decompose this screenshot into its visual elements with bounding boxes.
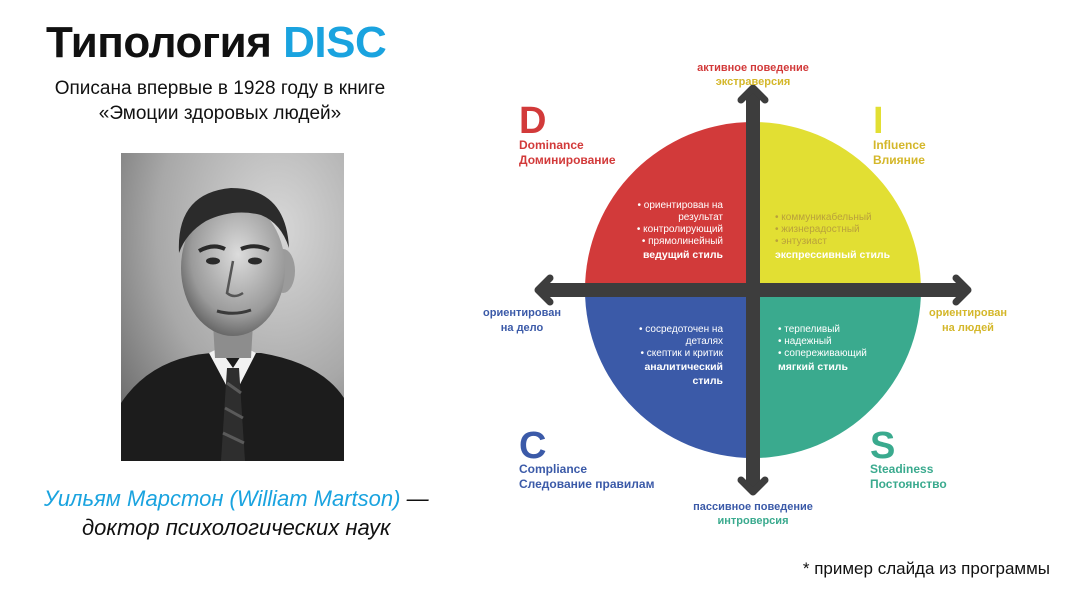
i-trait-1: • коммуникабельный — [775, 211, 872, 223]
i-style: экспрессивный стиль — [775, 249, 891, 261]
d-trait-1: • ориентирован на — [637, 200, 723, 211]
c-style-2: стиль — [692, 375, 723, 387]
letter-i: I — [873, 100, 884, 142]
subtitle-line-2: «Эмоции здоровых людей» — [98, 103, 342, 124]
quadrant-c — [585, 290, 753, 458]
axis-bottom-label-2: интроверсия — [718, 515, 789, 527]
axis-bottom-label-1: пассивное поведение — [693, 501, 813, 513]
c-trait-2: деталях — [686, 336, 723, 347]
letter-s: S — [870, 425, 895, 467]
i-trait-2: • жизнерадостный — [775, 224, 860, 235]
d-name-en: Dominance — [519, 138, 584, 152]
caption-role: доктор психологических наук — [82, 515, 391, 540]
quadrant-s — [753, 290, 921, 458]
s-trait-2: • надежный — [778, 336, 832, 347]
title-accent: DISC — [283, 18, 387, 67]
d-trait-3: • контролирующий — [637, 224, 723, 235]
footnote: * пример слайда из программы — [802, 559, 1050, 578]
subtitle-line-1: Описана впервые в 1928 году в книге — [54, 78, 386, 99]
quadrant-d — [585, 122, 753, 290]
portrait-photo — [121, 153, 344, 461]
axis-vertical — [737, 84, 769, 496]
s-style: мягкий стиль — [778, 361, 848, 373]
axis-left-label-1: ориентирован — [483, 307, 561, 319]
axis-top-label-2: экстраверсия — [716, 76, 791, 88]
title-main: Типология — [46, 18, 272, 67]
disc-diagram: активное поведение экстраверсия пассивно… — [470, 50, 1030, 540]
letter-d: D — [519, 100, 546, 142]
d-trait-2: результат — [678, 212, 723, 223]
s-name-en: Steadiness — [870, 462, 934, 476]
c-trait-3: • скептик и критик — [641, 348, 724, 359]
d-trait-4: • прямолинейный — [642, 236, 723, 247]
d-name-ru: Доминирование — [519, 153, 616, 167]
s-trait-1: • терпеливый — [778, 324, 840, 335]
quadrant-i — [753, 122, 921, 290]
c-name-ru: Следование правилам — [519, 477, 655, 491]
s-trait-3: • сопереживающий — [778, 348, 867, 359]
d-style: ведущий стиль — [643, 249, 724, 261]
slide-title: Типология DISC — [46, 18, 387, 68]
letter-c: C — [519, 425, 546, 467]
i-name-ru: Влияние — [873, 153, 925, 167]
axis-right-label-2: на людей — [942, 322, 994, 334]
axis-right-label-1: ориентирован — [929, 307, 1007, 319]
axis-top-label-1: активное поведение — [697, 62, 809, 74]
i-trait-3: • энтузиаст — [775, 236, 827, 247]
portrait-caption: Уильям Марстон (William Martson) — — [44, 486, 429, 512]
c-name-en: Compliance — [519, 462, 587, 476]
i-name-en: Influence — [873, 138, 926, 152]
caption-name: Уильям Марстон (William Martson) — [44, 486, 401, 511]
c-trait-1: • сосредоточен на — [639, 324, 723, 335]
c-style-1: аналитический — [644, 361, 723, 373]
caption-dash: — — [406, 486, 429, 511]
s-name-ru: Постоянство — [870, 477, 947, 491]
axis-left-label-2: на дело — [501, 322, 544, 334]
